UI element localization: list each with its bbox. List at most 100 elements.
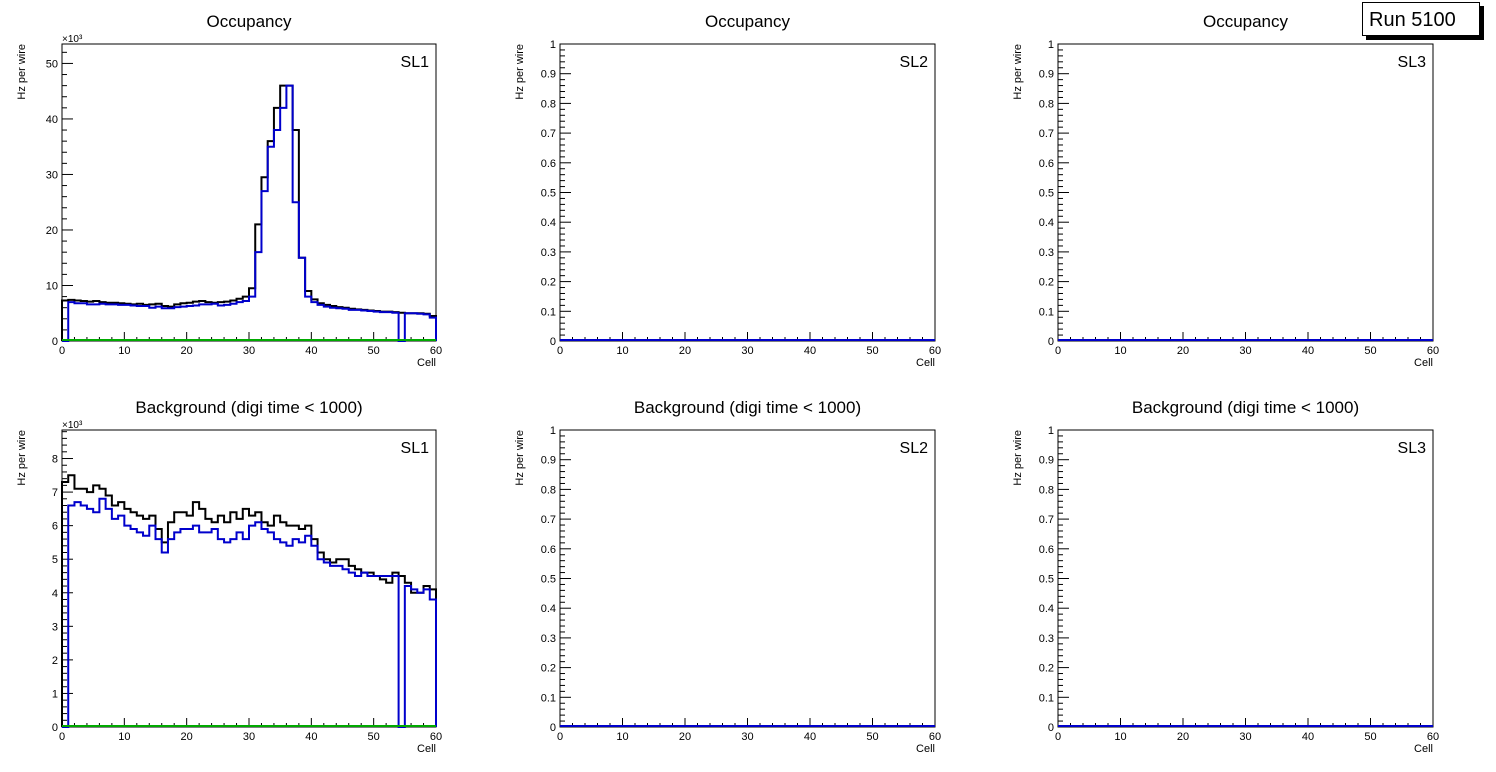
y-tick-label: 0.1	[1039, 692, 1054, 704]
chart-title: Background (digi time < 1000)	[1132, 398, 1359, 417]
y-tick-label: 0.3	[1039, 247, 1054, 259]
superlayer-label: SL2	[900, 54, 929, 71]
y-tick-label: 0.6	[1039, 158, 1054, 170]
x-tick-label: 60	[929, 731, 941, 743]
y-axis-label: Hz per wire	[1012, 430, 1024, 486]
x-tick-label: 10	[616, 731, 628, 743]
y-tick-label: 0.5	[541, 574, 556, 586]
y-tick-label: 0	[52, 722, 58, 734]
chart-title: Occupancy	[206, 12, 292, 31]
x-tick-label: 10	[118, 731, 130, 743]
y-axis-label: Hz per wire	[16, 44, 28, 100]
y-axis-exponent: ×10³	[62, 420, 83, 431]
x-tick-label: 0	[59, 345, 65, 357]
y-tick-label: 0.2	[541, 277, 556, 289]
x-tick-label: 50	[866, 345, 878, 357]
y-tick-label: 0.5	[1039, 574, 1054, 586]
x-tick-label: 20	[1177, 731, 1189, 743]
y-tick-label: 0	[1048, 336, 1054, 348]
x-tick-label: 10	[616, 345, 628, 357]
x-axis-label: Cell	[1414, 357, 1433, 369]
y-tick-label: 5	[52, 554, 58, 566]
y-tick-label: 20	[46, 225, 58, 237]
superlayer-label: SL1	[401, 440, 430, 457]
x-tick-label: 40	[305, 345, 317, 357]
y-axis-label: Hz per wire	[514, 430, 526, 486]
superlayer-label: SL3	[1398, 440, 1427, 457]
y-tick-label: 1	[52, 688, 58, 700]
x-tick-label: 50	[1364, 731, 1376, 743]
y-tick-label: 0.5	[541, 188, 556, 200]
x-tick-label: 30	[741, 345, 753, 357]
y-tick-label: 0.4	[541, 603, 556, 615]
y-tick-label: 0.7	[541, 514, 556, 526]
x-tick-label: 60	[929, 345, 941, 357]
y-tick-label: 0.3	[541, 633, 556, 645]
x-tick-label: 40	[804, 345, 816, 357]
y-tick-label: 0.8	[541, 484, 556, 496]
chart-title: Background (digi time < 1000)	[634, 398, 861, 417]
x-tick-label: 20	[679, 731, 691, 743]
y-tick-label: 3	[52, 621, 58, 633]
series-blue-line	[62, 84, 437, 342]
x-tick-label: 30	[1239, 345, 1251, 357]
y-tick-label: 1	[1048, 425, 1054, 437]
x-axis-label: Cell	[417, 743, 436, 755]
y-tick-label: 0.1	[541, 692, 556, 704]
y-tick-label: 0.9	[1039, 69, 1054, 81]
chart-title: Occupancy	[705, 12, 791, 31]
y-axis-label: Hz per wire	[16, 430, 28, 486]
y-tick-label: 0.6	[541, 158, 556, 170]
x-tick-label: 10	[1114, 731, 1126, 743]
x-tick-label: 60	[430, 731, 442, 743]
x-tick-label: 60	[1427, 345, 1439, 357]
y-tick-label: 1	[550, 425, 556, 437]
y-tick-label: 0.8	[541, 98, 556, 110]
y-tick-label: 50	[46, 58, 58, 70]
x-tick-label: 30	[741, 731, 753, 743]
y-tick-label: 0.2	[1039, 663, 1054, 675]
y-tick-label: 0.5	[1039, 188, 1054, 200]
y-tick-label: 0.3	[1039, 633, 1054, 645]
x-tick-label: 50	[1364, 345, 1376, 357]
y-tick-label: 0	[52, 336, 58, 348]
x-tick-label: 40	[1302, 731, 1314, 743]
y-tick-label: 8	[52, 454, 58, 466]
y-tick-label: 0.7	[541, 128, 556, 140]
x-axis-label: Cell	[916, 743, 935, 755]
y-tick-label: 10	[46, 280, 58, 292]
y-tick-label: 0.6	[1039, 544, 1054, 556]
x-axis-label: Cell	[916, 357, 935, 369]
y-tick-label: 0.1	[541, 306, 556, 318]
y-tick-label: 0	[550, 722, 556, 734]
superlayer-label: SL1	[401, 54, 430, 71]
y-tick-label: 0.2	[541, 663, 556, 675]
y-tick-label: 0.9	[541, 69, 556, 81]
plot-frame	[1057, 43, 1434, 342]
y-tick-label: 40	[46, 114, 58, 126]
y-tick-label: 2	[52, 655, 58, 667]
y-tick-label: 0.9	[1039, 455, 1054, 467]
y-tick-label: 0	[550, 336, 556, 348]
y-tick-label: 0.8	[1039, 98, 1054, 110]
run-label-box: Run 5100	[1362, 2, 1480, 36]
y-tick-label: 0.7	[1039, 514, 1054, 526]
x-tick-label: 50	[368, 731, 380, 743]
y-tick-label: 0.4	[1039, 217, 1054, 229]
y-tick-label: 6	[52, 521, 58, 533]
y-tick-label: 0	[1048, 722, 1054, 734]
x-tick-label: 30	[243, 345, 255, 357]
x-tick-label: 20	[679, 345, 691, 357]
y-tick-label: 4	[52, 588, 58, 600]
y-tick-label: 0.4	[541, 217, 556, 229]
x-tick-label: 20	[1177, 345, 1189, 357]
series-total-line	[61, 84, 437, 341]
y-tick-label: 30	[46, 169, 58, 181]
x-tick-label: 0	[1055, 731, 1061, 743]
y-tick-label: 0.6	[541, 544, 556, 556]
